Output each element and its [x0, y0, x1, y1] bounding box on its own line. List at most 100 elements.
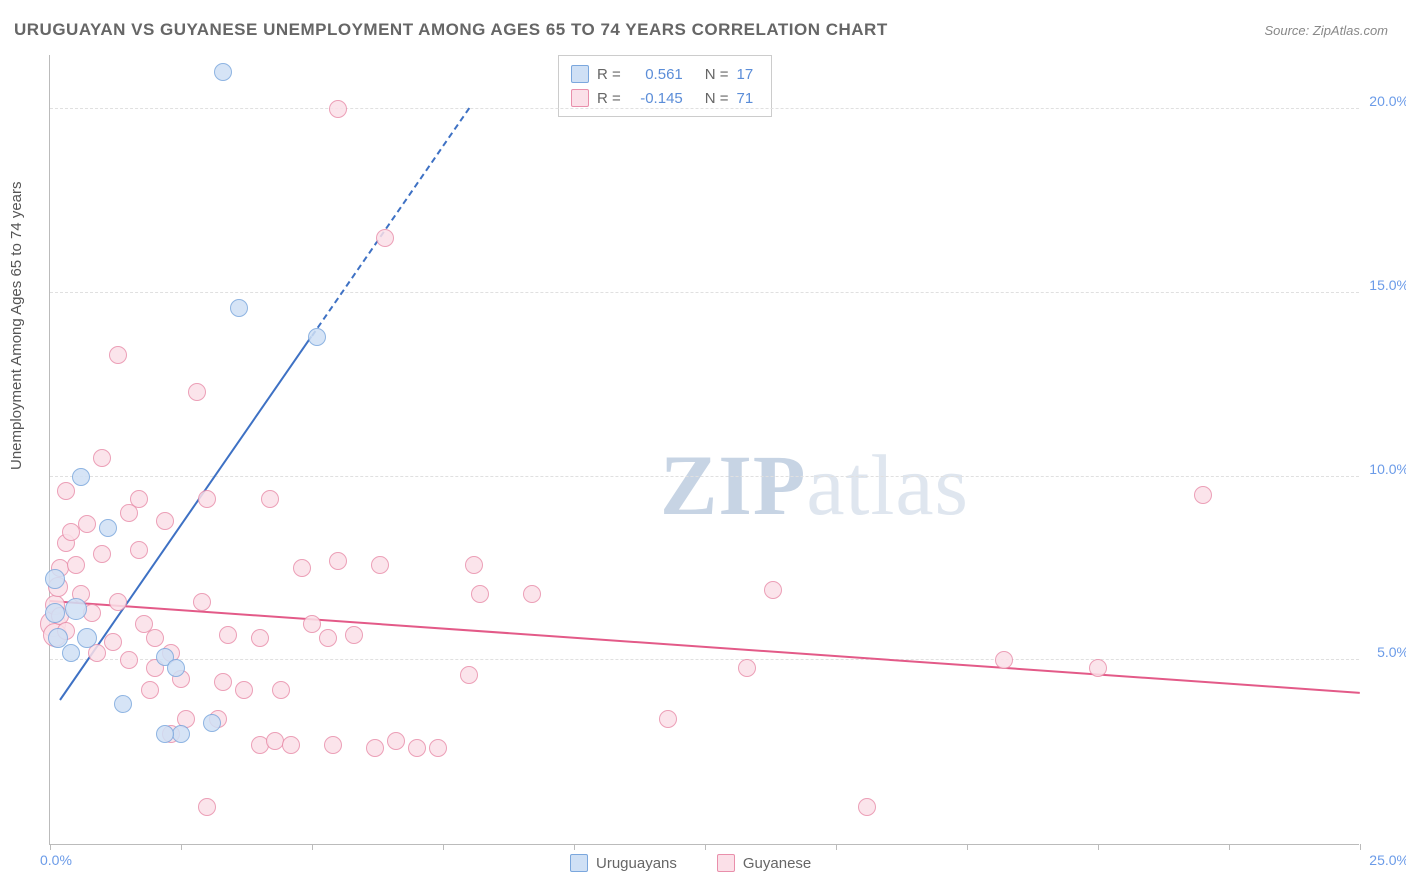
- trendline-dashed: [311, 108, 470, 337]
- scatter-point-guyanese: [345, 626, 363, 644]
- bottom-legend: Uruguayans Guyanese: [570, 854, 811, 872]
- stats-row-uruguayans: R = 0.561 N = 17: [571, 62, 759, 86]
- scatter-point-guyanese: [376, 229, 394, 247]
- scatter-point-guyanese: [465, 556, 483, 574]
- scatter-point-uruguayan: [114, 695, 132, 713]
- scatter-point-guyanese: [764, 581, 782, 599]
- scatter-point-guyanese: [141, 681, 159, 699]
- scatter-point-guyanese: [146, 629, 164, 647]
- x-tick-label: 25.0%: [1369, 852, 1406, 868]
- watermark-bold: ZIP: [660, 437, 806, 533]
- scatter-point-guyanese: [858, 798, 876, 816]
- swatch-uruguayans: [571, 65, 589, 83]
- gridline-h: [50, 476, 1359, 477]
- scatter-point-guyanese: [261, 490, 279, 508]
- y-tick-label: 10.0%: [1361, 461, 1406, 477]
- x-tick: [574, 844, 575, 850]
- scatter-point-guyanese: [324, 736, 342, 754]
- scatter-point-guyanese: [995, 651, 1013, 669]
- scatter-point-guyanese: [319, 629, 337, 647]
- scatter-point-guyanese: [523, 585, 541, 603]
- x-tick: [312, 844, 313, 850]
- scatter-point-guyanese: [104, 633, 122, 651]
- scatter-point-guyanese: [130, 490, 148, 508]
- scatter-point-uruguayan: [99, 519, 117, 537]
- y-axis-label: Unemployment Among Ages 65 to 74 years: [8, 181, 25, 470]
- n-value-guyanese: 71: [737, 90, 759, 107]
- scatter-point-uruguayan: [203, 714, 221, 732]
- legend-item-guyanese: Guyanese: [717, 854, 811, 872]
- scatter-point-guyanese: [293, 559, 311, 577]
- scatter-point-uruguayan: [308, 328, 326, 346]
- x-tick: [181, 844, 182, 850]
- scatter-point-guyanese: [272, 681, 290, 699]
- scatter-point-uruguayan: [167, 659, 185, 677]
- scatter-point-uruguayan: [77, 628, 97, 648]
- plot-area: ZIPatlas R = 0.561 N = 17 R = -0.145 N =…: [49, 55, 1359, 845]
- r-label: R =: [597, 66, 621, 83]
- source-attribution: Source: ZipAtlas.com: [1264, 23, 1388, 38]
- x-tick: [836, 844, 837, 850]
- scatter-point-guyanese: [188, 383, 206, 401]
- x-tick-label: 0.0%: [40, 852, 72, 868]
- scatter-point-guyanese: [57, 482, 75, 500]
- scatter-point-guyanese: [282, 736, 300, 754]
- scatter-point-guyanese: [193, 593, 211, 611]
- scatter-point-guyanese: [471, 585, 489, 603]
- scatter-point-guyanese: [303, 615, 321, 633]
- r-label: R =: [597, 90, 621, 107]
- gridline-h: [50, 292, 1359, 293]
- x-tick: [1360, 844, 1361, 850]
- scatter-point-guyanese: [214, 673, 232, 691]
- n-label: N =: [705, 90, 729, 107]
- scatter-point-guyanese: [156, 512, 174, 530]
- scatter-point-guyanese: [387, 732, 405, 750]
- legend-label-guyanese: Guyanese: [743, 855, 811, 872]
- scatter-point-guyanese: [1194, 486, 1212, 504]
- x-tick: [50, 844, 51, 850]
- scatter-point-uruguayan: [45, 603, 65, 623]
- r-value-uruguayans: 0.561: [629, 66, 683, 83]
- y-tick-label: 20.0%: [1361, 93, 1406, 109]
- x-tick: [1098, 844, 1099, 850]
- scatter-point-guyanese: [329, 552, 347, 570]
- scatter-point-uruguayan: [45, 569, 65, 589]
- scatter-point-uruguayan: [214, 63, 232, 81]
- r-value-guyanese: -0.145: [629, 90, 683, 107]
- x-tick: [705, 844, 706, 850]
- scatter-point-uruguayan: [65, 598, 87, 620]
- scatter-point-uruguayan: [230, 299, 248, 317]
- swatch-guyanese: [571, 89, 589, 107]
- scatter-point-guyanese: [109, 593, 127, 611]
- gridline-h: [50, 659, 1359, 660]
- x-tick: [443, 844, 444, 850]
- watermark-light: atlas: [806, 437, 969, 533]
- y-tick-label: 5.0%: [1361, 644, 1406, 660]
- scatter-point-guyanese: [120, 651, 138, 669]
- scatter-point-guyanese: [371, 556, 389, 574]
- scatter-point-guyanese: [130, 541, 148, 559]
- legend-label-uruguayans: Uruguayans: [596, 855, 677, 872]
- scatter-point-guyanese: [460, 666, 478, 684]
- scatter-point-guyanese: [93, 449, 111, 467]
- legend-swatch-guyanese: [717, 854, 735, 872]
- y-tick-label: 15.0%: [1361, 277, 1406, 293]
- scatter-point-guyanese: [219, 626, 237, 644]
- scatter-point-guyanese: [198, 798, 216, 816]
- scatter-point-guyanese: [198, 490, 216, 508]
- scatter-point-guyanese: [738, 659, 756, 677]
- scatter-point-guyanese: [93, 545, 111, 563]
- scatter-point-guyanese: [659, 710, 677, 728]
- scatter-point-guyanese: [429, 739, 447, 757]
- scatter-point-uruguayan: [172, 725, 190, 743]
- n-value-uruguayans: 17: [737, 66, 759, 83]
- watermark: ZIPatlas: [660, 435, 969, 535]
- x-tick: [967, 844, 968, 850]
- stats-row-guyanese: R = -0.145 N = 71: [571, 86, 759, 110]
- legend-swatch-uruguayans: [570, 854, 588, 872]
- chart-title: URUGUAYAN VS GUYANESE UNEMPLOYMENT AMONG…: [14, 20, 888, 40]
- x-tick: [1229, 844, 1230, 850]
- scatter-point-guyanese: [78, 515, 96, 533]
- scatter-point-guyanese: [251, 629, 269, 647]
- chart-container: URUGUAYAN VS GUYANESE UNEMPLOYMENT AMONG…: [0, 0, 1406, 892]
